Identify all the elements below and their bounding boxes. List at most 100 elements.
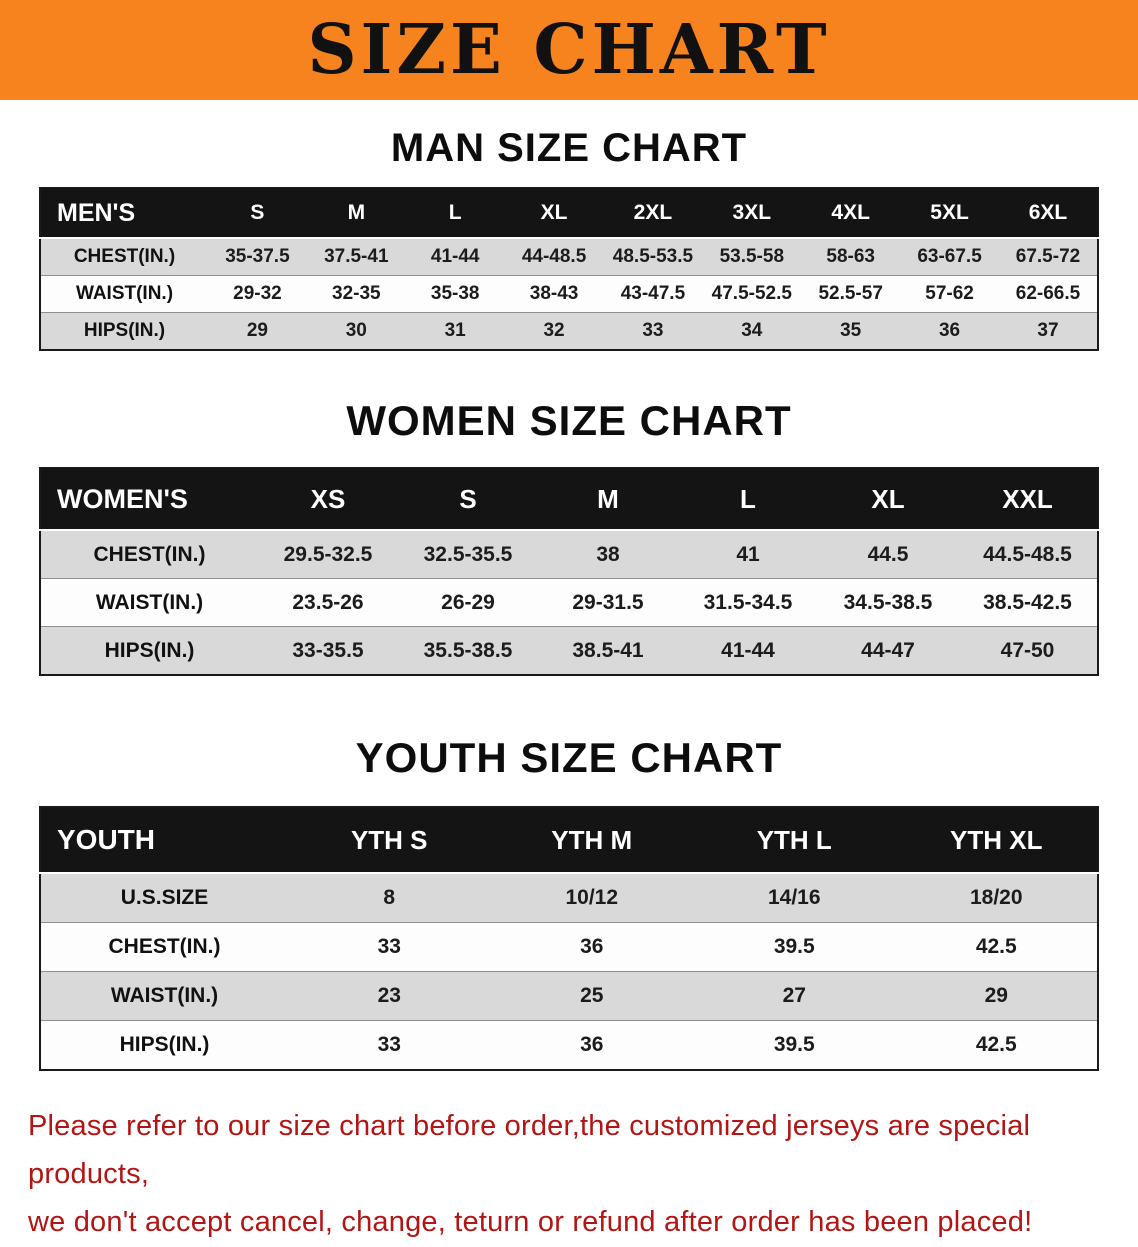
table-row: CHEST(IN.) 33 36 39.5 42.5 bbox=[40, 922, 1098, 972]
value-cell: 35 bbox=[801, 312, 901, 350]
size-header-cell: 2XL bbox=[603, 188, 703, 239]
row-label-cell: U.S.SIZE bbox=[40, 872, 288, 923]
value-cell: 29-31.5 bbox=[538, 578, 678, 627]
value-cell: 27 bbox=[693, 971, 896, 1021]
value-cell: 43-47.5 bbox=[603, 275, 703, 313]
value-cell: 10/12 bbox=[490, 872, 693, 923]
size-header-cell: YTH S bbox=[288, 807, 491, 874]
table-row: CHEST(IN.) 35-37.5 37.5-41 41-44 44-48.5 48.5… bbox=[40, 237, 1098, 276]
table-row: HIPS(IN.) 29 30 31 32 33 34 35 36 37 bbox=[40, 312, 1098, 350]
men-section-heading: MAN SIZE CHART bbox=[390, 126, 748, 170]
value-cell: 63-67.5 bbox=[900, 237, 999, 276]
value-cell: 36 bbox=[900, 312, 999, 350]
value-cell: 25 bbox=[490, 971, 693, 1021]
row-label-cell: CHEST(IN.) bbox=[40, 529, 258, 579]
value-cell: 32 bbox=[504, 312, 604, 350]
value-cell: 33 bbox=[288, 1020, 491, 1070]
value-cell: 33 bbox=[288, 922, 491, 972]
value-cell: 44.5-48.5 bbox=[958, 529, 1098, 579]
value-cell: 41-44 bbox=[678, 626, 818, 675]
table-header-row: YOUTH YTH S YTH M YTH L YTH XL bbox=[40, 807, 1098, 874]
table-title-cell: WOMEN'S bbox=[40, 468, 258, 531]
value-cell: 30 bbox=[306, 312, 406, 350]
men-size-table: MEN'S S M L XL 2XL 3XL 4XL 5XL 6XL CHEST(IN.) 35-37… bbox=[39, 187, 1099, 351]
disclaimer: Please refer to our size chart before or… bbox=[0, 1103, 1138, 1247]
youth-size-table: YOUTH YTH S YTH M YTH L YTH XL U.S.SIZE 8 10/12… bbox=[39, 806, 1099, 1071]
value-cell: 47.5-52.5 bbox=[702, 275, 802, 313]
value-cell: 38.5-42.5 bbox=[958, 578, 1098, 627]
size-header-cell: YTH L bbox=[693, 807, 896, 874]
value-cell: 38-43 bbox=[504, 275, 604, 313]
value-cell: 32-35 bbox=[306, 275, 406, 313]
value-cell: 33-35.5 bbox=[258, 626, 398, 675]
women-section: WOMEN SIZE CHART WOMEN'S XS S M L XL XXL CHEST(… bbox=[0, 397, 1138, 676]
women-section-heading: WOMEN SIZE CHART bbox=[346, 397, 792, 444]
value-cell: 58-63 bbox=[801, 237, 901, 276]
disclaimer-line-1: Please refer to our size chart before or… bbox=[28, 1110, 1031, 1190]
size-header-cell: M bbox=[538, 468, 678, 531]
table-title-cell: MEN'S bbox=[40, 188, 208, 239]
table-row: CHEST(IN.) 29.5-32.5 32.5-35.5 38 41 44.5 44.5… bbox=[40, 529, 1098, 579]
value-cell: 41-44 bbox=[405, 237, 505, 276]
value-cell: 18/20 bbox=[895, 872, 1098, 923]
row-label-cell: HIPS(IN.) bbox=[40, 1020, 288, 1070]
value-cell: 34 bbox=[702, 312, 802, 350]
banner: SIZE CHART bbox=[0, 0, 1138, 100]
table-row: WAIST(IN.) 29-32 32-35 35-38 38-43 43-47.5 47.… bbox=[40, 275, 1098, 313]
row-label-cell: WAIST(IN.) bbox=[40, 275, 208, 313]
value-cell: 62-66.5 bbox=[999, 275, 1098, 313]
value-cell: 23 bbox=[288, 971, 491, 1021]
table-row: HIPS(IN.) 33 36 39.5 42.5 bbox=[40, 1020, 1098, 1070]
value-cell: 37.5-41 bbox=[306, 237, 406, 276]
size-header-cell: 6XL bbox=[999, 188, 1098, 239]
value-cell: 31 bbox=[405, 312, 505, 350]
value-cell: 57-62 bbox=[900, 275, 999, 313]
table-row: HIPS(IN.) 33-35.5 35.5-38.5 38.5-41 41-44 44-… bbox=[40, 626, 1098, 675]
value-cell: 29-32 bbox=[208, 275, 307, 313]
value-cell: 44-48.5 bbox=[504, 237, 604, 276]
value-cell: 39.5 bbox=[693, 922, 896, 972]
size-header-cell: S bbox=[398, 468, 538, 531]
value-cell: 52.5-57 bbox=[801, 275, 901, 313]
value-cell: 42.5 bbox=[895, 1020, 1098, 1070]
men-section: MAN SIZE CHART MEN'S S M L XL 2XL 3XL 4XL 5XL 6XL… bbox=[0, 126, 1138, 351]
value-cell: 48.5-53.5 bbox=[603, 237, 703, 276]
women-size-table: WOMEN'S XS S M L XL XXL CHEST(IN.) 29.5-32.5 32.5… bbox=[39, 467, 1099, 676]
page-title: SIZE CHART bbox=[307, 10, 831, 90]
size-header-cell: XL bbox=[818, 468, 958, 531]
row-label-cell: HIPS(IN.) bbox=[40, 312, 208, 350]
size-header-cell: YTH XL bbox=[895, 807, 1098, 874]
row-label-cell: CHEST(IN.) bbox=[40, 237, 208, 276]
value-cell: 29 bbox=[895, 971, 1098, 1021]
value-cell: 38 bbox=[538, 529, 678, 579]
value-cell: 34.5-38.5 bbox=[818, 578, 958, 627]
size-header-cell: XL bbox=[504, 188, 604, 239]
value-cell: 23.5-26 bbox=[258, 578, 398, 627]
size-header-cell: 5XL bbox=[900, 188, 999, 239]
disclaimer-line-2: we don't accept cancel, change, teturn o… bbox=[28, 1205, 1033, 1238]
value-cell: 29.5-32.5 bbox=[258, 529, 398, 579]
value-cell: 44-47 bbox=[818, 626, 958, 675]
size-header-cell: 4XL bbox=[801, 188, 901, 239]
value-cell: 44.5 bbox=[818, 529, 958, 579]
row-label-cell: CHEST(IN.) bbox=[40, 922, 288, 972]
value-cell: 67.5-72 bbox=[999, 237, 1098, 276]
value-cell: 41 bbox=[678, 529, 818, 579]
size-header-cell: YTH M bbox=[490, 807, 693, 874]
value-cell: 26-29 bbox=[398, 578, 538, 627]
value-cell: 47-50 bbox=[958, 626, 1098, 675]
size-header-cell: M bbox=[306, 188, 406, 239]
row-label-cell: WAIST(IN.) bbox=[40, 578, 258, 627]
youth-section: YOUTH SIZE CHART YOUTH YTH S YTH M YTH L YTH… bbox=[0, 734, 1138, 1071]
value-cell: 42.5 bbox=[895, 922, 1098, 972]
row-label-cell: HIPS(IN.) bbox=[40, 626, 258, 675]
value-cell: 36 bbox=[490, 922, 693, 972]
value-cell: 35-37.5 bbox=[208, 237, 307, 276]
value-cell: 36 bbox=[490, 1020, 693, 1070]
table-row: WAIST(IN.) 23 25 27 29 bbox=[40, 971, 1098, 1021]
value-cell: 14/16 bbox=[693, 872, 896, 923]
value-cell: 31.5-34.5 bbox=[678, 578, 818, 627]
size-header-cell: L bbox=[678, 468, 818, 531]
value-cell: 8 bbox=[288, 872, 491, 923]
